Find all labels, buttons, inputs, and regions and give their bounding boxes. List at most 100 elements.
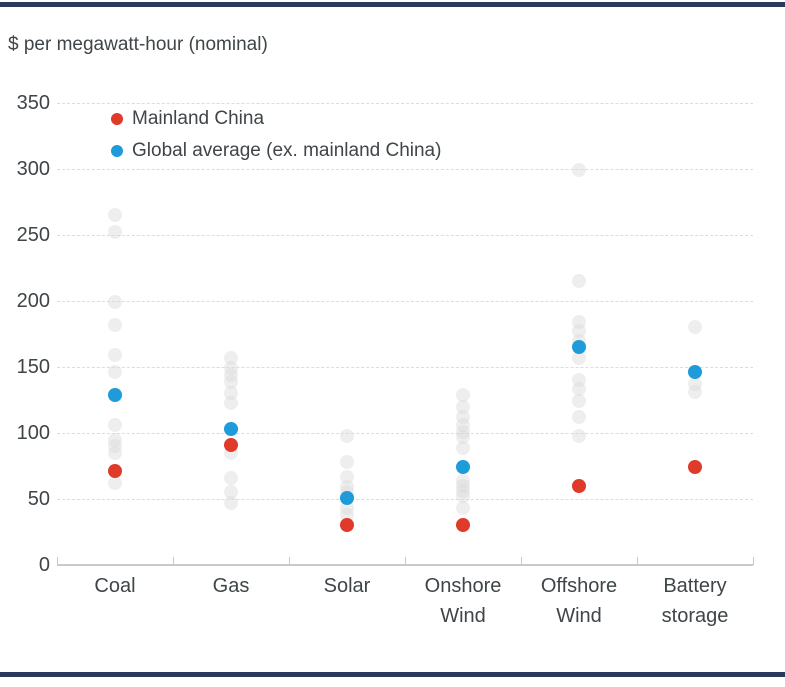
data-point-individual-markets [572,350,586,365]
chart-legend: Mainland China Global average (ex. mainl… [111,103,441,167]
data-point-individual-markets [108,418,122,433]
data-point-individual-markets [340,501,354,516]
data-point-individual-markets [224,485,238,500]
data-point-individual-markets [340,428,354,443]
data-point-individual-markets [224,361,238,376]
data-point-individual-markets [224,386,238,401]
data-point-global-average-ex-mainland-china- [340,490,354,505]
x-category-label-offshore-wind: Offshore Wind [540,575,618,627]
data-point-individual-markets [108,295,122,310]
data-point-individual-markets [456,418,470,433]
data-point-individual-markets [340,455,354,470]
data-point-individual-markets [456,410,470,425]
data-point-individual-markets [224,395,238,410]
data-point-individual-markets [108,439,122,454]
gridline-100 [57,433,753,434]
data-point-individual-markets [108,476,122,491]
y-tick-label-350: 350 [16,92,50,114]
data-point-global-average-ex-mainland-china- [224,422,238,437]
y-tick-label-100: 100 [16,422,50,444]
data-point-individual-markets [224,374,238,389]
x-category-label-gas: Gas [212,575,250,597]
data-point-mainland-china [456,518,470,533]
data-point-individual-markets [572,382,586,397]
gridline-350 [57,103,753,104]
data-point-individual-markets [456,387,470,402]
data-point-individual-markets [688,377,702,392]
data-point-global-average-ex-mainland-china- [108,387,122,402]
y-tick-label-0: 0 [38,554,50,576]
data-point-individual-markets [572,163,586,178]
gridline-300 [57,169,753,170]
data-point-individual-markets [688,385,702,400]
data-point-global-average-ex-mainland-china- [572,340,586,355]
gridline-150 [57,367,753,368]
x-axis-tick [289,557,290,565]
data-point-individual-markets [456,484,470,499]
x-axis-line [57,564,753,566]
legend-dot-red [111,113,123,125]
legend-item-global-average: Global average (ex. mainland China) [111,135,441,167]
x-axis-tick [405,557,406,565]
data-point-individual-markets [224,367,238,382]
data-point-individual-markets [456,473,470,488]
data-point-individual-markets [108,225,122,240]
data-point-individual-markets [224,495,238,510]
x-category-label-onshore-wind: Onshore Wind [424,575,502,627]
data-point-individual-markets [108,432,122,447]
data-point-mainland-china [224,437,238,452]
data-point-individual-markets [340,507,354,522]
x-category-label-coal: Coal [94,575,136,597]
x-axis-tick [637,557,638,565]
x-category-label-battery-storage: Battery storage [661,575,729,627]
y-tick-label-300: 300 [16,158,50,180]
data-point-individual-markets [456,478,470,493]
x-axis-tick [57,557,58,565]
data-point-individual-markets [224,350,238,365]
data-point-mainland-china [688,460,702,475]
data-point-individual-markets [572,274,586,289]
x-axis-tick [753,557,754,565]
data-point-individual-markets [456,440,470,455]
data-point-individual-markets [108,317,122,332]
data-point-individual-markets [456,424,470,439]
legend-dot-blue [111,145,123,157]
y-tick-label-250: 250 [16,224,50,246]
data-point-global-average-ex-mainland-china- [456,460,470,475]
data-point-mainland-china [340,518,354,533]
data-point-individual-markets [108,365,122,380]
data-point-individual-markets [340,480,354,495]
data-point-individual-markets [108,208,122,223]
y-tick-label-50: 50 [27,488,50,510]
data-point-individual-markets [456,429,470,444]
legend-label: Mainland China [132,108,265,129]
data-point-individual-markets [572,394,586,409]
x-axis-tick [173,557,174,565]
data-point-mainland-china [572,478,586,493]
data-point-individual-markets [572,324,586,339]
data-point-individual-markets [108,348,122,363]
y-tick-label-200: 200 [16,290,50,312]
data-point-individual-markets [108,445,122,460]
legend-item-mainland-china: Mainland China [111,103,441,135]
gridline-50 [57,499,753,500]
legend-label: Global average (ex. mainland China) [132,140,442,161]
bottom-border-rule [0,672,785,677]
data-point-individual-markets [572,428,586,443]
data-point-individual-markets [688,320,702,335]
data-point-individual-markets [456,489,470,504]
data-point-individual-markets [340,469,354,484]
data-point-individual-markets [572,315,586,330]
chart-title: $ per megawatt-hour (nominal) [8,34,268,55]
data-point-individual-markets [572,410,586,425]
y-tick-label-150: 150 [16,356,50,378]
data-point-global-average-ex-mainland-china- [688,365,702,380]
data-point-individual-markets [572,373,586,388]
gridline-250 [57,235,753,236]
gridline-200 [57,301,753,302]
x-axis-tick [521,557,522,565]
data-point-individual-markets [224,470,238,485]
data-point-individual-markets [456,501,470,516]
top-border-rule [0,2,785,7]
